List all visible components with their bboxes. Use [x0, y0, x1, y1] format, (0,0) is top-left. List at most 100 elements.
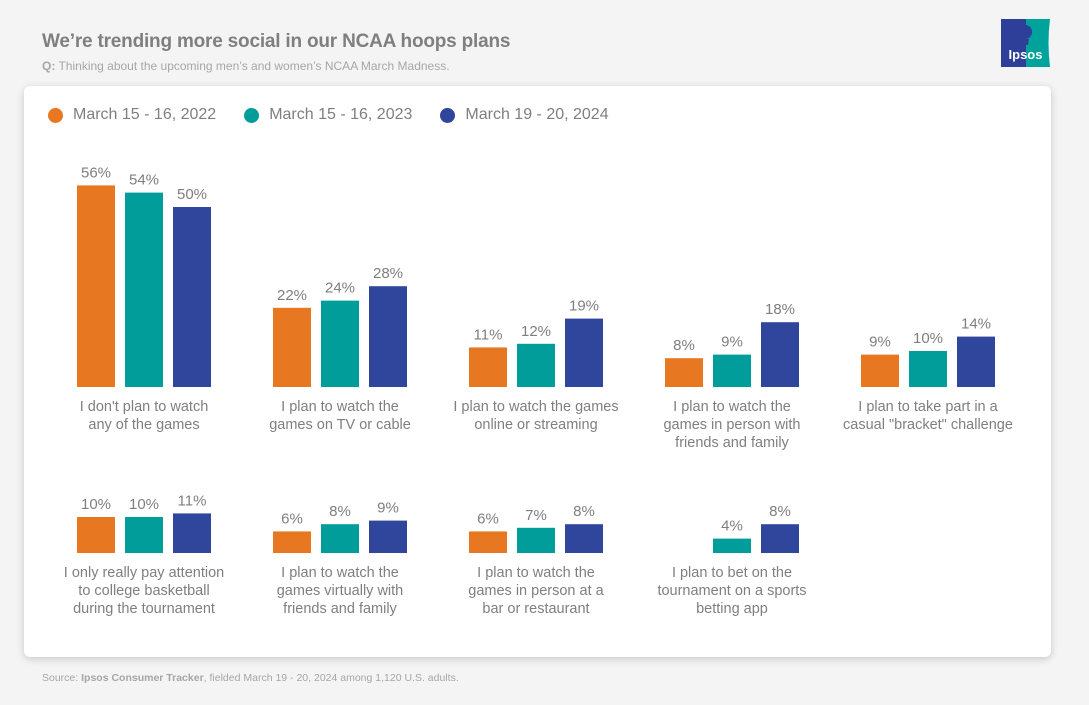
category-group: 6% 8% 9% I plan to watch the games virtually…	[273, 500, 407, 617]
category-group: 8% 9% 18% I plan to watch the games in perso…	[663, 301, 800, 451]
bar-2024	[761, 322, 799, 387]
category-label-line: during the tournament	[73, 601, 215, 617]
value-label-2023: 10%	[913, 330, 943, 347]
category-label-line: games on TV or cable	[269, 417, 411, 433]
category-group: 22% 24% 28% I plan to watch the games on TV …	[269, 265, 411, 433]
value-label-2022: 11%	[474, 326, 503, 343]
bar-2024	[173, 513, 211, 553]
bar-2023	[321, 300, 359, 387]
value-label-2024: 8%	[769, 503, 791, 520]
category-group: 10% 10% 11% I only really pay attention to c…	[64, 492, 224, 617]
legend-item-2023: March 15 - 16, 2023	[244, 106, 412, 124]
ipsos-logo: Ipsos	[1001, 19, 1050, 67]
category-group: 11% 12% 19% I plan to watch the games online…	[453, 298, 618, 433]
bar-2023	[517, 343, 555, 387]
category-label: I plan to watch the games in person at a b…	[468, 565, 604, 617]
category-label-line: bar or restaurant	[482, 601, 589, 617]
value-label-2024: 14%	[961, 316, 991, 333]
bar-2023	[713, 538, 751, 553]
bar-chart: 56% 54% 50% I don't plan to watch any of the…	[64, 164, 1013, 617]
bar-2024	[565, 318, 603, 387]
bar-2024	[369, 520, 407, 553]
value-label-2024: 9%	[377, 500, 399, 517]
bar-2022	[77, 185, 115, 387]
value-label-2024: 18%	[765, 301, 795, 318]
legend-label-2022: March 15 - 16, 2022	[73, 106, 217, 123]
category-label: I plan to watch the games in person with f…	[663, 399, 800, 451]
source-note: Source: Ipsos Consumer Tracker, fielded …	[42, 672, 459, 684]
category-label-line: I plan to watch the	[477, 565, 595, 581]
value-label-2023: 54%	[129, 172, 159, 189]
category-label-line: I plan to bet on the	[672, 565, 792, 581]
category-group: 9% 10% 14% I plan to take part in a casual "…	[843, 316, 1013, 433]
category-label-line: I plan to watch the	[281, 565, 399, 581]
question-text: Thinking about the upcoming men’s and wo…	[58, 59, 450, 73]
value-label-2023: 9%	[721, 334, 743, 351]
category-label: I plan to take part in a casual "bracket"…	[843, 399, 1013, 433]
category-label: I plan to watch the games on TV or cable	[269, 399, 411, 433]
category-label: I plan to bet on the tournament on a spor…	[657, 565, 806, 617]
category-label-line: I plan to watch the	[281, 399, 399, 415]
bar-2023	[909, 351, 947, 387]
legend-label-2024: March 19 - 20, 2024	[465, 106, 609, 123]
chart-title: We’re trending more social in our NCAA h…	[42, 31, 511, 52]
bar-2023	[517, 527, 555, 553]
category-label-line: I only really pay attention	[64, 565, 224, 581]
value-label-2022: 6%	[477, 510, 499, 527]
bar-2024	[369, 286, 407, 387]
category-group: 6% 7% 8% I plan to watch the games in person…	[468, 503, 604, 617]
category-label-line: I plan to watch the games	[453, 399, 618, 415]
bar-2022	[77, 517, 115, 553]
bar-2024	[565, 524, 603, 553]
category-label-line: any of the games	[88, 417, 199, 433]
category-label-line: friends and family	[675, 435, 789, 451]
bar-2023	[125, 517, 163, 553]
bar-2022	[273, 307, 311, 387]
legend-swatch-2023	[244, 107, 260, 123]
value-label-2023: 8%	[329, 503, 351, 520]
logo-right-panel	[1026, 19, 1050, 67]
source-detail: , fielded March 19 - 20, 2024 among 1,12…	[203, 672, 459, 684]
category-label: I only really pay attention to college ba…	[64, 565, 224, 617]
value-label-2023: 7%	[525, 507, 547, 524]
legend-item-2024: March 19 - 20, 2024	[440, 106, 609, 124]
value-label-2022: 8%	[673, 337, 695, 354]
category-label-line: to college basketball	[78, 583, 209, 599]
source-name: Ipsos Consumer Tracker	[81, 672, 204, 684]
bar-2024	[957, 336, 995, 387]
value-label-2024: 19%	[569, 298, 599, 315]
value-label-2024: 28%	[373, 265, 403, 282]
bar-2023	[125, 192, 163, 387]
category-label-line: casual "bracket" challenge	[843, 417, 1013, 433]
value-label-2023: 4%	[721, 518, 743, 535]
category-label: I don't plan to watch any of the games	[80, 399, 209, 433]
bar-2022	[469, 347, 507, 387]
bar-2022	[861, 354, 899, 387]
value-label-2023: 24%	[325, 280, 355, 297]
category-label-line: tournament on a sports	[657, 583, 806, 599]
source-prefix: Source:	[42, 672, 79, 684]
category-label-line: friends and family	[283, 601, 397, 617]
category-group: 56% 54% 50% I don't plan to watch any of the…	[77, 164, 211, 433]
category-label-line: I plan to take part in a	[858, 399, 998, 415]
legend-swatch-2022	[48, 107, 63, 123]
legend-swatch-2024	[440, 107, 456, 123]
category-label-line: games in person with	[663, 417, 800, 433]
category-label: I plan to watch the games online or strea…	[453, 399, 618, 433]
category-label-line: I don't plan to watch	[80, 399, 209, 415]
bar-2023	[321, 524, 359, 553]
chart-card: March 15 - 16, 2022 March 15 - 16, 2023 …	[24, 86, 1051, 657]
bar-2022	[273, 531, 311, 553]
bar-2022	[469, 531, 507, 553]
category-label-line: betting app	[696, 601, 768, 617]
chart-subtitle: Q: Thinking about the upcoming men’s and…	[42, 59, 450, 73]
value-label-2023: 10%	[129, 496, 159, 513]
logo-text: Ipsos	[1009, 47, 1043, 62]
value-label-2024: 8%	[573, 503, 595, 520]
value-label-2022: 22%	[277, 287, 307, 304]
legend-item-2022: March 15 - 16, 2022	[48, 106, 216, 124]
legend: March 15 - 16, 2022 March 15 - 16, 2023 …	[48, 106, 637, 124]
value-label-2022: 9%	[869, 334, 891, 351]
question-prefix: Q:	[42, 59, 56, 73]
category-label: I plan to watch the games virtually with f…	[277, 565, 404, 617]
